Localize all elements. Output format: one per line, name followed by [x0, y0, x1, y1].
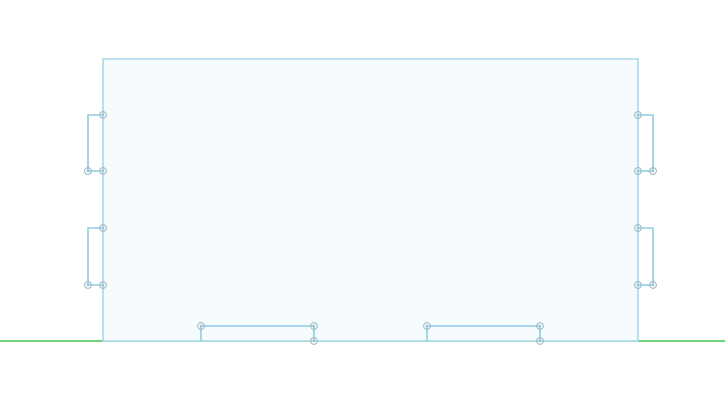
vertex-handle-ring	[634, 111, 642, 119]
vertex-handle-icon[interactable]	[99, 111, 107, 119]
vertex-handle-ring	[84, 167, 92, 175]
vertex-handle-icon[interactable]	[649, 167, 657, 175]
vertex-handle-ring	[423, 322, 431, 330]
vertex-handle-icon[interactable]	[84, 167, 92, 175]
main-region-shape[interactable]	[102, 58, 639, 342]
vertex-handle-icon[interactable]	[99, 281, 107, 289]
vertex-handle-ring	[197, 322, 205, 330]
vertex-handle-icon[interactable]	[310, 337, 318, 345]
vertex-handle-icon[interactable]	[634, 111, 642, 119]
left-notch-lower[interactable]	[87, 227, 103, 286]
vertex-handle-ring	[649, 167, 657, 175]
bottom-notch-left[interactable]	[200, 325, 315, 341]
vertex-handle-icon[interactable]	[99, 167, 107, 175]
vertex-handle-ring	[536, 322, 544, 330]
vertex-handles	[84, 111, 657, 345]
vertex-handle-icon[interactable]	[536, 322, 544, 330]
vertex-handle-ring	[99, 167, 107, 175]
vertex-handle-ring	[649, 281, 657, 289]
vertex-handle-icon[interactable]	[423, 322, 431, 330]
vertex-handle-ring	[310, 322, 318, 330]
vertex-handle-ring	[310, 337, 318, 345]
left-notch-upper[interactable]	[87, 114, 103, 172]
vertex-handle-icon[interactable]	[634, 167, 642, 175]
vertex-handle-ring	[536, 337, 544, 345]
vertex-handle-ring	[634, 224, 642, 232]
vertex-handle-icon[interactable]	[197, 322, 205, 330]
vertex-handle-icon[interactable]	[649, 281, 657, 289]
vertex-handle-icon[interactable]	[84, 281, 92, 289]
vertex-handle-ring	[634, 167, 642, 175]
vertex-handle-ring	[634, 281, 642, 289]
vertex-handle-ring	[99, 111, 107, 119]
vertex-handle-ring	[99, 281, 107, 289]
vertex-handle-icon[interactable]	[99, 224, 107, 232]
vertex-handle-ring	[84, 281, 92, 289]
right-notch-lower[interactable]	[638, 227, 654, 286]
right-notch-upper[interactable]	[638, 114, 654, 172]
vertex-handle-icon[interactable]	[634, 281, 642, 289]
vertex-handle-ring	[99, 224, 107, 232]
vertex-handle-icon[interactable]	[536, 337, 544, 345]
vertex-handle-icon[interactable]	[310, 322, 318, 330]
bottom-notch-right[interactable]	[426, 325, 541, 341]
vertex-handle-icon[interactable]	[634, 224, 642, 232]
